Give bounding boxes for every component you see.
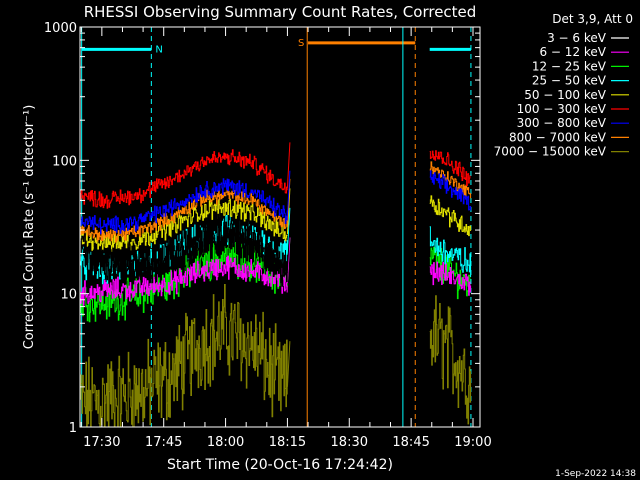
series-1-spike: [286, 237, 291, 284]
series-0-overlay: [80, 213, 288, 285]
legend-label-5: 100 − 300 keV: [517, 102, 607, 116]
series-6-segment-a: [80, 178, 288, 235]
footer-timestamp: 1-Sep-2022 14:38: [555, 469, 636, 479]
plot-frame: [79, 26, 481, 428]
series-3-segment-b: [429, 226, 472, 277]
series-5: [80, 142, 471, 209]
legend-label-3: 25 − 50 keV: [532, 74, 607, 88]
series-8-segment-b: [429, 295, 472, 425]
legend-header: Det 3,9, Att 0: [552, 12, 633, 26]
series-1: [80, 237, 472, 306]
x-tick-label-5: 18:45: [392, 435, 429, 450]
x-tick-label-4: 18:30: [331, 435, 368, 450]
series-0-spike: [286, 224, 291, 271]
legend-label-6: 300 − 800 keV: [517, 116, 607, 130]
series-5-segment-b: [429, 150, 471, 186]
x-axis-label: Start Time (20-Oct-16 17:24:42): [167, 457, 393, 473]
x-tick-label-2: 18:00: [207, 435, 244, 450]
legend-label-2: 12 − 25 keV: [532, 59, 607, 73]
y-axis-label: Corrected Count Rate (s⁻¹ detector⁻¹): [22, 105, 37, 350]
series-8-spike: [286, 341, 291, 387]
series-7-segment-b: [429, 161, 472, 199]
series-6-spike: [286, 170, 291, 217]
axes-layer: 1 10 100 1000 17:30 17:45 18:00 18:15 18:30 18:45…: [44, 21, 492, 450]
series-4-segment-b: [429, 195, 472, 237]
series-1-segment-a: [80, 255, 288, 306]
series-5-segment-a: [80, 149, 288, 209]
y-tick-label-2: 100: [52, 154, 77, 169]
y-tick-label-1: 10: [60, 288, 77, 303]
markers-layer: NS: [81, 27, 472, 427]
legend-label-7: 800 − 7000 keV: [509, 130, 607, 144]
chart-title: RHESSI Observing Summary Count Rates, Co…: [84, 3, 477, 21]
legend-label-0: 3 − 6 keV: [547, 31, 607, 45]
series-3-spike: [286, 207, 291, 254]
y-tick-label-0: 1: [69, 421, 77, 436]
series-1-segment-b: [429, 261, 472, 296]
series-6-segment-b: [429, 170, 472, 211]
marker-label-N: N: [155, 44, 162, 55]
legend-label-8: 7000 − 15000 keV: [494, 145, 607, 159]
y-tick-label-3: 1000: [44, 21, 77, 36]
x-tick-label-0: 17:30: [83, 435, 120, 450]
x-tick-label-6: 19:00: [454, 435, 491, 450]
x-tick-label-1: 17:45: [145, 435, 182, 450]
series-6: [80, 170, 472, 235]
x-tick-label-3: 18:15: [269, 435, 306, 450]
legend-label-1: 6 − 12 keV: [539, 45, 606, 59]
series-5-spike: [286, 142, 291, 189]
legend-label-4: 50 − 100 keV: [524, 88, 607, 102]
marker-label-S: S: [298, 38, 304, 49]
series-4-spike: [286, 188, 291, 235]
